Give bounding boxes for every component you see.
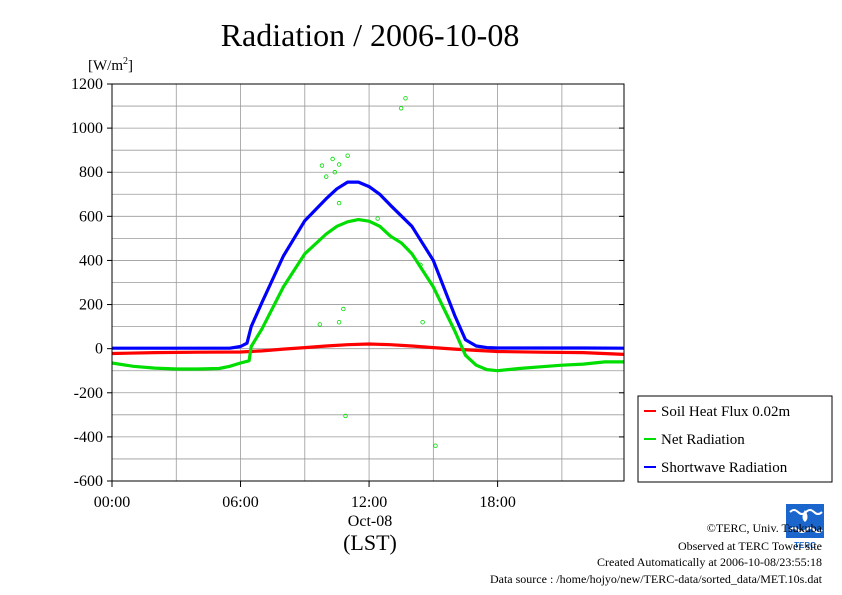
x-axis-date: Oct-08	[348, 513, 392, 530]
y-tick-label: -600	[74, 473, 103, 490]
y-tick-label: 0	[95, 341, 103, 358]
copyright-text: ©TERC, Univ. Tsukuba	[707, 521, 823, 535]
y-axis-ticks: 1200 1000 800 600 400 200 0 -200 -400 -600	[71, 76, 624, 490]
data-source-text: Data source : /home/hojyo/new/TERC-data/…	[490, 572, 823, 586]
legend-box	[637, 395, 833, 483]
series-lines	[111, 180, 625, 373]
outlier-point	[330, 156, 335, 162]
outlier-point	[433, 443, 438, 448]
y-tick-label: 600	[79, 208, 103, 225]
series-line-shortwave-radiation	[112, 180, 625, 350]
legend-label: Soil Heat Flux 0.02m	[661, 404, 791, 420]
outlier-point	[336, 162, 342, 167]
observed-text: Observed at TERC Tower site	[678, 539, 822, 553]
y-tick-label: 200	[79, 297, 103, 314]
outlier-point	[332, 170, 337, 175]
plot-frame	[111, 83, 625, 482]
series-line-net-radiation	[111, 218, 624, 373]
outlier-point	[343, 413, 348, 419]
series-line-soil-heat-flux-0-02m	[111, 342, 625, 356]
y-tick-label: 1000	[71, 120, 103, 137]
y-tick-label: 1200	[71, 76, 103, 93]
terc-logo-text: TERC	[794, 541, 816, 550]
outlier-point	[341, 306, 346, 312]
x-tick-label: 12:00	[351, 494, 387, 511]
x-tick-label: 00:00	[94, 494, 130, 511]
outlier-point	[317, 322, 322, 327]
x-tick-label: 18:00	[479, 494, 515, 511]
grid	[112, 84, 624, 481]
outlier-point	[336, 320, 342, 325]
created-text: Created Automatically at 2006-10-08/23:5…	[597, 555, 822, 569]
outlier-point	[420, 320, 425, 325]
chart-title: Radiation / 2006-10-08	[221, 17, 520, 53]
outlier-point	[336, 200, 342, 206]
x-axis-ticks: 00:00 06:00 12:00 18:00	[94, 481, 516, 511]
outlier-point	[324, 174, 329, 179]
outlier-point	[319, 163, 325, 168]
outlier-point	[403, 96, 408, 101]
x-tick-label: 06:00	[222, 494, 258, 511]
x-axis-label: (LST)	[343, 530, 397, 555]
legend-label: Net Radiation	[661, 432, 745, 448]
outlier-points	[317, 96, 438, 448]
outlier-point	[345, 153, 350, 158]
y-tick-label: 800	[79, 164, 103, 181]
y-tick-label: -400	[74, 429, 103, 446]
y-tick-label: -200	[74, 385, 103, 402]
legend-label: Shortwave Radiation	[661, 460, 788, 476]
legend: Soil Heat Flux 0.02m Net Radiation Shortwa…	[637, 395, 833, 483]
y-tick-label: 400	[79, 252, 103, 269]
y-axis-unit: [W/m2]	[88, 56, 133, 74]
outlier-point	[375, 216, 380, 221]
terc-logo: TERC	[786, 504, 824, 550]
outlier-point	[399, 106, 404, 111]
